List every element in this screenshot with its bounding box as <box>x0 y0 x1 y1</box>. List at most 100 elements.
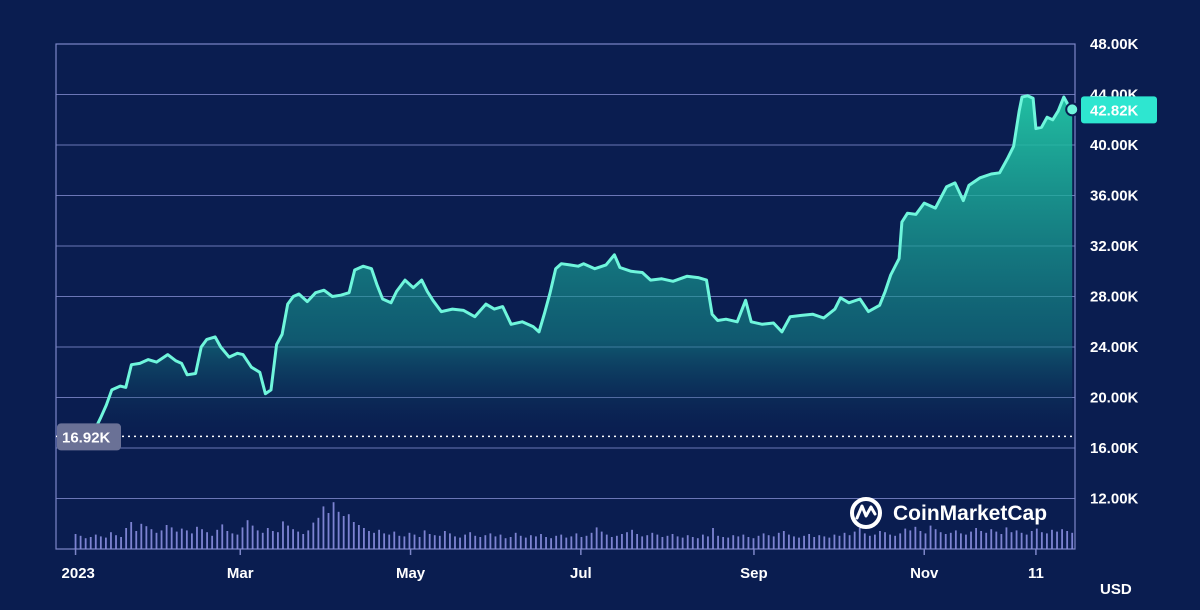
volume-bar <box>484 535 487 549</box>
volume-bar <box>524 537 527 549</box>
volume-bar <box>636 534 639 549</box>
volume-bar <box>646 535 649 549</box>
volume-bar <box>858 528 861 549</box>
volume-bar <box>868 535 871 549</box>
volume-bar <box>656 534 659 549</box>
volume-bar <box>833 534 836 549</box>
volume-bar <box>256 530 259 549</box>
y-tick-label: 40.00K <box>1090 137 1139 154</box>
volume-bar <box>626 532 628 549</box>
volume-bar <box>236 534 239 549</box>
volume-bar <box>433 535 436 549</box>
volume-bar <box>975 528 977 549</box>
volume-bar <box>1040 532 1043 549</box>
volume-bar <box>777 532 780 549</box>
volume-bar <box>408 532 411 549</box>
volume-bar <box>1035 528 1038 549</box>
volume-bar <box>651 532 654 549</box>
volume-bar <box>793 536 795 549</box>
volume-bar <box>610 537 613 549</box>
volume-bar <box>909 530 912 549</box>
volume-bar <box>1030 531 1033 549</box>
volume-bar <box>848 535 851 549</box>
volume-bar <box>600 531 603 549</box>
volume-bar <box>428 534 431 549</box>
volume-bar <box>89 537 92 549</box>
x-tick-label: May <box>396 565 426 582</box>
volume-bar <box>540 534 542 549</box>
volume-bar <box>261 532 264 549</box>
volume-bar <box>1000 534 1003 549</box>
volume-bar <box>206 532 208 549</box>
volume-bar <box>737 536 740 549</box>
volume-bar <box>954 530 957 549</box>
volume-bar <box>79 535 82 549</box>
volume-bar <box>251 525 254 549</box>
last-price-badge: 42.82K <box>1065 96 1157 124</box>
volume-bar <box>772 536 775 549</box>
volume-bar <box>464 534 467 549</box>
volume-bar <box>929 525 932 549</box>
volume-bar <box>899 533 902 549</box>
volume-bar <box>1020 532 1023 549</box>
volume-bar <box>782 531 785 549</box>
volume-bar <box>1061 529 1063 549</box>
volume-bar <box>889 534 891 549</box>
volume-bar <box>418 537 421 549</box>
volume-bar <box>823 536 826 549</box>
volume-bar <box>1046 533 1048 549</box>
x-tick-label: 11 <box>1028 565 1044 582</box>
volume-bar <box>605 534 608 549</box>
volume-bar <box>297 531 300 549</box>
volume-bar <box>727 537 730 549</box>
last-price-badge-bg <box>1081 96 1157 124</box>
volume-bar <box>894 535 897 549</box>
volume-bar <box>580 537 583 549</box>
volume-bar <box>110 532 112 549</box>
y-tick-label: 36.00K <box>1090 188 1139 205</box>
volume-bar <box>853 531 856 549</box>
volume-bar <box>990 529 993 549</box>
currency-unit-label: USD <box>1100 581 1132 598</box>
volume-bar <box>509 537 512 549</box>
volume-bar <box>226 531 229 549</box>
volume-bar <box>707 536 709 549</box>
volume-bar <box>570 536 573 549</box>
volume-bar <box>292 529 294 549</box>
volume-bar <box>327 513 330 549</box>
x-tick-label: Sep <box>740 565 768 582</box>
volume-bar <box>469 532 472 549</box>
price-area <box>75 95 1073 445</box>
volume-bar <box>924 533 927 549</box>
x-tick-label: Mar <box>227 565 254 582</box>
volume-bar <box>671 534 674 549</box>
volume-bar <box>1056 531 1058 549</box>
volume-bar <box>1015 530 1018 549</box>
price-line <box>75 94 1074 438</box>
volume-bar <box>120 537 122 549</box>
volume-bar <box>160 530 163 549</box>
volume-bar <box>838 535 841 549</box>
start-price-badge: 16.92K <box>57 423 121 451</box>
volume-bar <box>196 526 198 549</box>
volume-bar <box>352 522 355 549</box>
volume-bar <box>180 528 183 549</box>
volume-bar <box>499 534 502 549</box>
volume-bar <box>904 528 907 549</box>
volume-bar <box>934 529 937 549</box>
volume-bar <box>185 530 188 549</box>
volume-bars <box>74 502 1074 549</box>
volume-bar <box>94 534 97 549</box>
brand-name: CoinMarketCap <box>893 502 1047 525</box>
volume-bar <box>873 534 876 549</box>
volume-bar <box>965 534 967 549</box>
volume-bar <box>337 511 340 549</box>
volume-bar <box>221 524 224 549</box>
volume-bar <box>575 533 578 549</box>
coinmarketcap-logo-icon <box>850 497 882 529</box>
brand-watermark: CoinMarketCap <box>850 497 1047 529</box>
volume-bar <box>170 527 173 549</box>
volume-bar <box>631 529 633 549</box>
volume-bar <box>767 535 770 549</box>
x-tick-label: Nov <box>910 565 939 582</box>
